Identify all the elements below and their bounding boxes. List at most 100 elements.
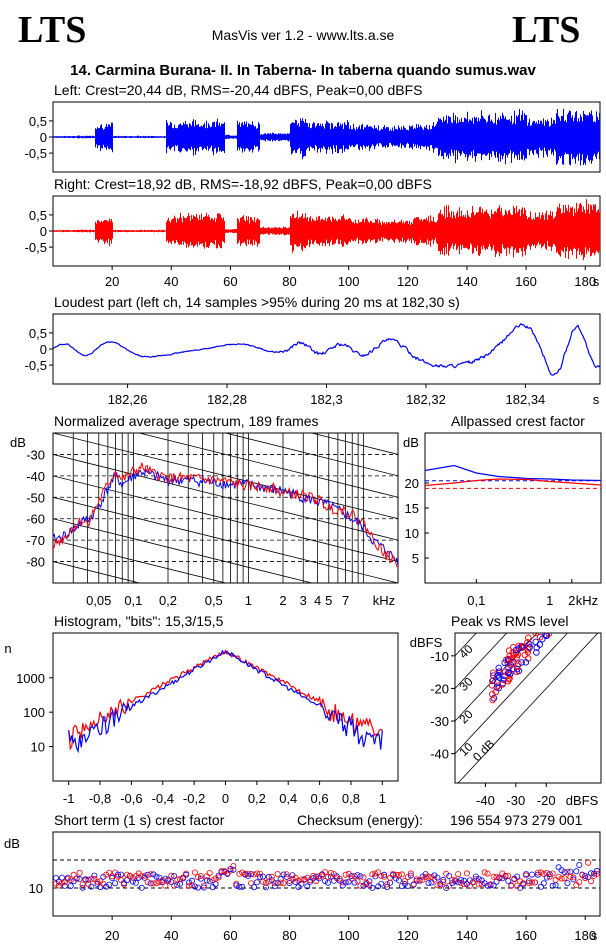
peak-rms-crest-label: 40 [456,642,476,662]
short-term-point [496,875,503,882]
peak-rms-crest-label: 0 dB [470,737,497,764]
peak-rms-point [490,694,498,702]
short-term-point [378,873,385,880]
short-term-point [132,879,139,886]
short-term-point [463,870,470,877]
peak-rms-point [504,660,512,667]
short-term-point [437,882,444,889]
short-term-point [147,871,154,878]
right-waveform-series [53,199,600,261]
short-term-point [342,879,349,886]
short-term-point [55,878,62,885]
spectrum-slope-line [53,561,141,583]
time-axis-tick-label: 160 [515,274,537,289]
short-term-point [321,878,328,885]
short-term-point [457,879,464,886]
peak-rms-xtick-label: -40 [476,793,495,808]
peak-rms-point [489,669,497,676]
short-term-point [144,879,151,886]
short-term-point [188,882,195,889]
short-term-point [372,873,379,880]
short-term-point [392,871,399,878]
short-term-point [351,873,358,880]
short-term-point [256,870,263,877]
histogram-xtick-label: -0,2 [183,791,205,806]
short-term-xtick-label: 120 [397,928,419,943]
spectrum-xtick-label: 0,2 [159,593,177,608]
short-term-point [197,873,204,880]
short-term-crest-frame [52,831,601,917]
right-waveform-ytick-label: -0,5 [25,240,47,255]
spectrum-xtick-label: 0,05 [86,593,111,608]
short-term-point [425,880,432,887]
short-term-point [159,879,166,886]
spectrum-xtick-label: 3 [300,593,307,608]
short-term-point [277,876,284,883]
short-term-xtick-label: 80 [282,928,296,943]
peak-rms-point [505,668,513,676]
short-term-point [564,869,571,876]
short-term-point [262,879,269,886]
short-term-point [265,873,272,880]
short-term-point [401,878,408,885]
loudest-part-ytick-label: -0,5 [25,358,47,373]
short-term-point [457,877,464,884]
short-term-point [389,871,396,878]
short-term-point [171,882,178,889]
short-term-point [561,869,568,876]
short-term-point [372,870,379,877]
checksum-label: Checksum (energy): [297,812,424,828]
short-term-point [298,880,305,887]
short-term-point [91,875,98,882]
short-term-point [398,871,405,878]
loudest-part-xtick-label: 182,32 [406,392,446,407]
peak-rms-xtick-label: -20 [537,793,556,808]
short-term-point [321,869,328,876]
short-term-point [194,884,201,891]
short-term-xtick-label: 100 [338,928,360,943]
short-term-point [147,880,154,887]
spectrum-slope-line [53,454,398,541]
spectrum-xtick-label: 5 [325,593,332,608]
short-term-point [85,876,92,883]
short-term-point [203,877,210,884]
short-term-point [327,870,334,877]
short-term-point [555,864,562,871]
short-term-point [121,881,128,888]
peak-rms-point [504,669,512,677]
short-term-point [316,873,323,880]
short-term-point [552,876,559,883]
short-term-point [76,875,83,882]
loudest-part-ytick-label: 0 [40,342,47,357]
histogram-xtick-label: 0,2 [248,791,266,806]
short-term-point [339,879,346,886]
histogram-right-line [68,649,383,751]
peak-rms-point [526,643,533,651]
short-term-point [466,882,473,889]
short-term-point [115,871,122,878]
time-axis-tick-label: 100 [338,274,360,289]
loudest-part-xunit: s [593,392,600,407]
peak-rms-title: Peak vs RMS level [451,613,569,629]
short-term-point [336,875,343,882]
spectrum-ytick-label: -50 [26,490,45,505]
short-term-point [313,873,320,880]
short-term-point [585,874,592,881]
left-waveform-title: Left: Crest=20,44 dB, RMS=-20,44 dBFS, P… [54,82,423,98]
histogram-ytick-label: 1000 [16,671,45,686]
peak-rms-point [536,633,544,641]
short-term-point [79,881,86,888]
short-term-point [381,873,388,880]
spectrum-slope-line [53,539,228,583]
peak-rms-point [518,659,525,666]
histogram-xtick-label: -0,4 [152,791,174,806]
spectrum-series [53,467,398,566]
short-term-point [375,869,382,876]
short-term-point [431,876,438,883]
short-term-point [304,883,311,890]
peak-rms-point [525,634,532,642]
short-term-point [523,872,530,879]
allpassed-xtick-label: 1 [546,593,553,608]
short-term-point [354,872,361,879]
short-term-point [484,870,491,877]
